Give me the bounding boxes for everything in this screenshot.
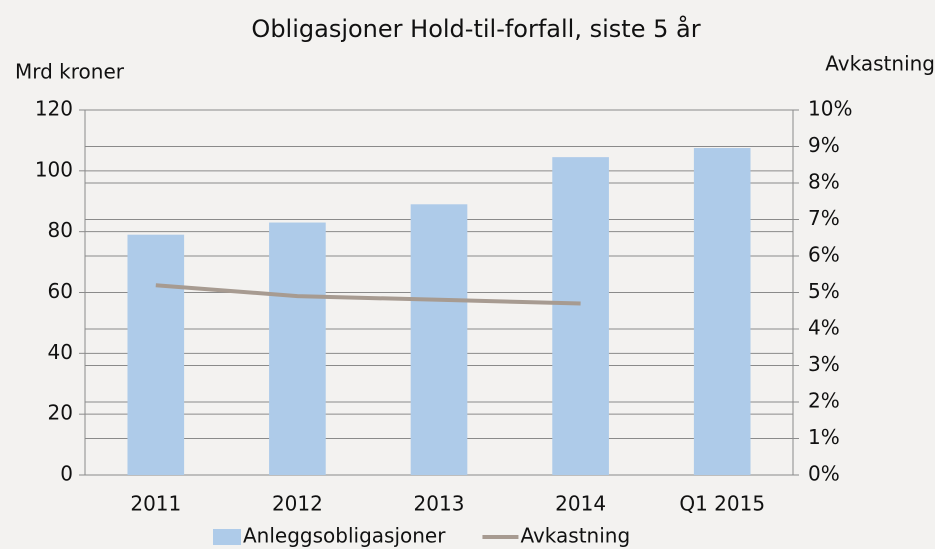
y-tick-label: 40 (48, 340, 73, 364)
y-tick-label: 60 (48, 279, 73, 303)
chart-title: Obligasjoner Hold-til-forfall, siste 5 å… (251, 14, 700, 43)
y2-tick-label: 2% (808, 389, 840, 413)
y2-tick-label: 7% (808, 206, 840, 230)
y2-tick-label: 8% (808, 170, 840, 194)
bar (552, 157, 609, 476)
y2-tick-label: 0% (808, 462, 840, 486)
y-tick-label: 0 (60, 462, 73, 486)
y2-tick-label: 6% (808, 243, 840, 267)
x-tick-label: Q1 2015 (679, 492, 765, 516)
y-tick-label: 20 (48, 401, 73, 425)
legend-label: Avkastning (520, 524, 630, 548)
y2-tick-label: 4% (808, 316, 840, 340)
x-tick-label: 2012 (272, 492, 323, 516)
bar (693, 148, 751, 476)
x-tick-label: 2013 (414, 492, 465, 516)
x-tick-label: 2014 (555, 492, 606, 516)
x-tick-label: 2011 (130, 492, 181, 516)
y2-tick-label: 9% (808, 133, 840, 157)
bar (127, 234, 185, 475)
y2-tick-label: 10% (808, 97, 852, 121)
bar (410, 204, 468, 475)
y2-axis-title: Avkastning (825, 52, 935, 76)
legend-label: Anleggsobligasjoner (243, 524, 446, 548)
bar (269, 222, 326, 475)
y-axis-title: Mrd kroner (15, 60, 125, 84)
y2-tick-label: 1% (808, 425, 840, 449)
legend-swatch (213, 529, 241, 545)
y-tick-label: 80 (48, 218, 73, 242)
y-tick-label: 120 (35, 97, 73, 121)
y-tick-label: 100 (35, 157, 73, 181)
line (155, 283, 581, 306)
y2-tick-label: 5% (808, 279, 840, 303)
y2-tick-label: 3% (808, 352, 840, 376)
